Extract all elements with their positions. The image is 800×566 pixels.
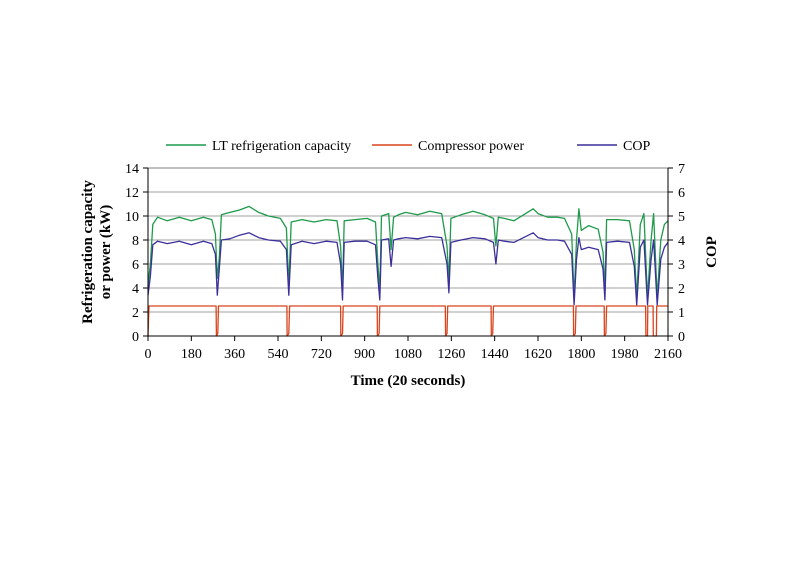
y-tick-label-2: 4 (132, 282, 139, 297)
y-axis-title-line-1: Refrigeration capacity (80, 180, 96, 324)
y2-tick-label-3: 3 (678, 258, 685, 273)
y2-tick-label-1: 1 (678, 306, 685, 321)
x-axis-tick-labels: 0 180 360 540 720 900 1080 1260 1440 1620 1800 1980… (145, 336, 682, 362)
x-axis-title: Time (20 seconds) (351, 373, 466, 389)
y-axis-title-line-2: or power (kW) (98, 205, 114, 299)
legend-label-1: Compressor power (418, 139, 524, 154)
x-tick-label-0: 0 (145, 347, 152, 362)
y-axis-tick-labels: 0 2 4 6 8 10 12 14 (125, 162, 148, 345)
y2-tick-label-6: 6 (678, 186, 685, 201)
y-tick-label-7: 14 (125, 162, 139, 177)
x-tick-label-6: 1080 (394, 347, 422, 362)
x-tick-label-2: 360 (224, 347, 245, 362)
y-tick-label-6: 12 (125, 186, 139, 201)
series-line-1 (147, 305, 668, 337)
y-tick-label-4: 8 (132, 234, 139, 249)
x-tick-label-10: 1800 (567, 347, 595, 362)
y2-tick-label-0: 0 (678, 330, 685, 345)
x-tick-label-7: 1260 (437, 347, 465, 362)
y-axis-title: Refrigeration capacity or power (kW) (80, 180, 114, 324)
y2-axis-title: COP (704, 236, 720, 268)
y2-tick-label-5: 5 (678, 210, 685, 225)
series-line-0 (147, 205, 669, 299)
y2-tick-label-2: 2 (678, 282, 685, 297)
y2-tick-label-4: 4 (678, 234, 685, 249)
y-tick-label-0: 0 (132, 330, 139, 345)
x-tick-label-1: 180 (181, 347, 202, 362)
legend-label-0: LT refrigeration capacity (212, 139, 351, 154)
y-tick-label-3: 6 (132, 258, 139, 273)
plot-area-frame (147, 167, 669, 337)
y2-tick-label-7: 7 (678, 162, 685, 177)
y-tick-label-1: 2 (132, 306, 139, 321)
x-tick-label-11: 1980 (611, 347, 639, 362)
x-tick-label-3: 540 (268, 347, 289, 362)
y2-axis-tick-labels: 0 1 2 3 4 5 6 7 (668, 162, 685, 345)
axes (147, 168, 669, 337)
x-tick-label-8: 1440 (481, 347, 509, 362)
series-layer (147, 205, 669, 337)
x-tick-label-5: 900 (354, 347, 375, 362)
y-tick-label-5: 10 (125, 210, 139, 225)
x-tick-label-9: 1620 (524, 347, 552, 362)
x-tick-label-12: 2160 (654, 347, 682, 362)
series-line-2 (147, 232, 669, 306)
legend: LT refrigeration capacity Compressor powe… (166, 139, 650, 154)
x-tick-label-4: 720 (311, 347, 332, 362)
legend-label-2: COP (623, 139, 650, 154)
